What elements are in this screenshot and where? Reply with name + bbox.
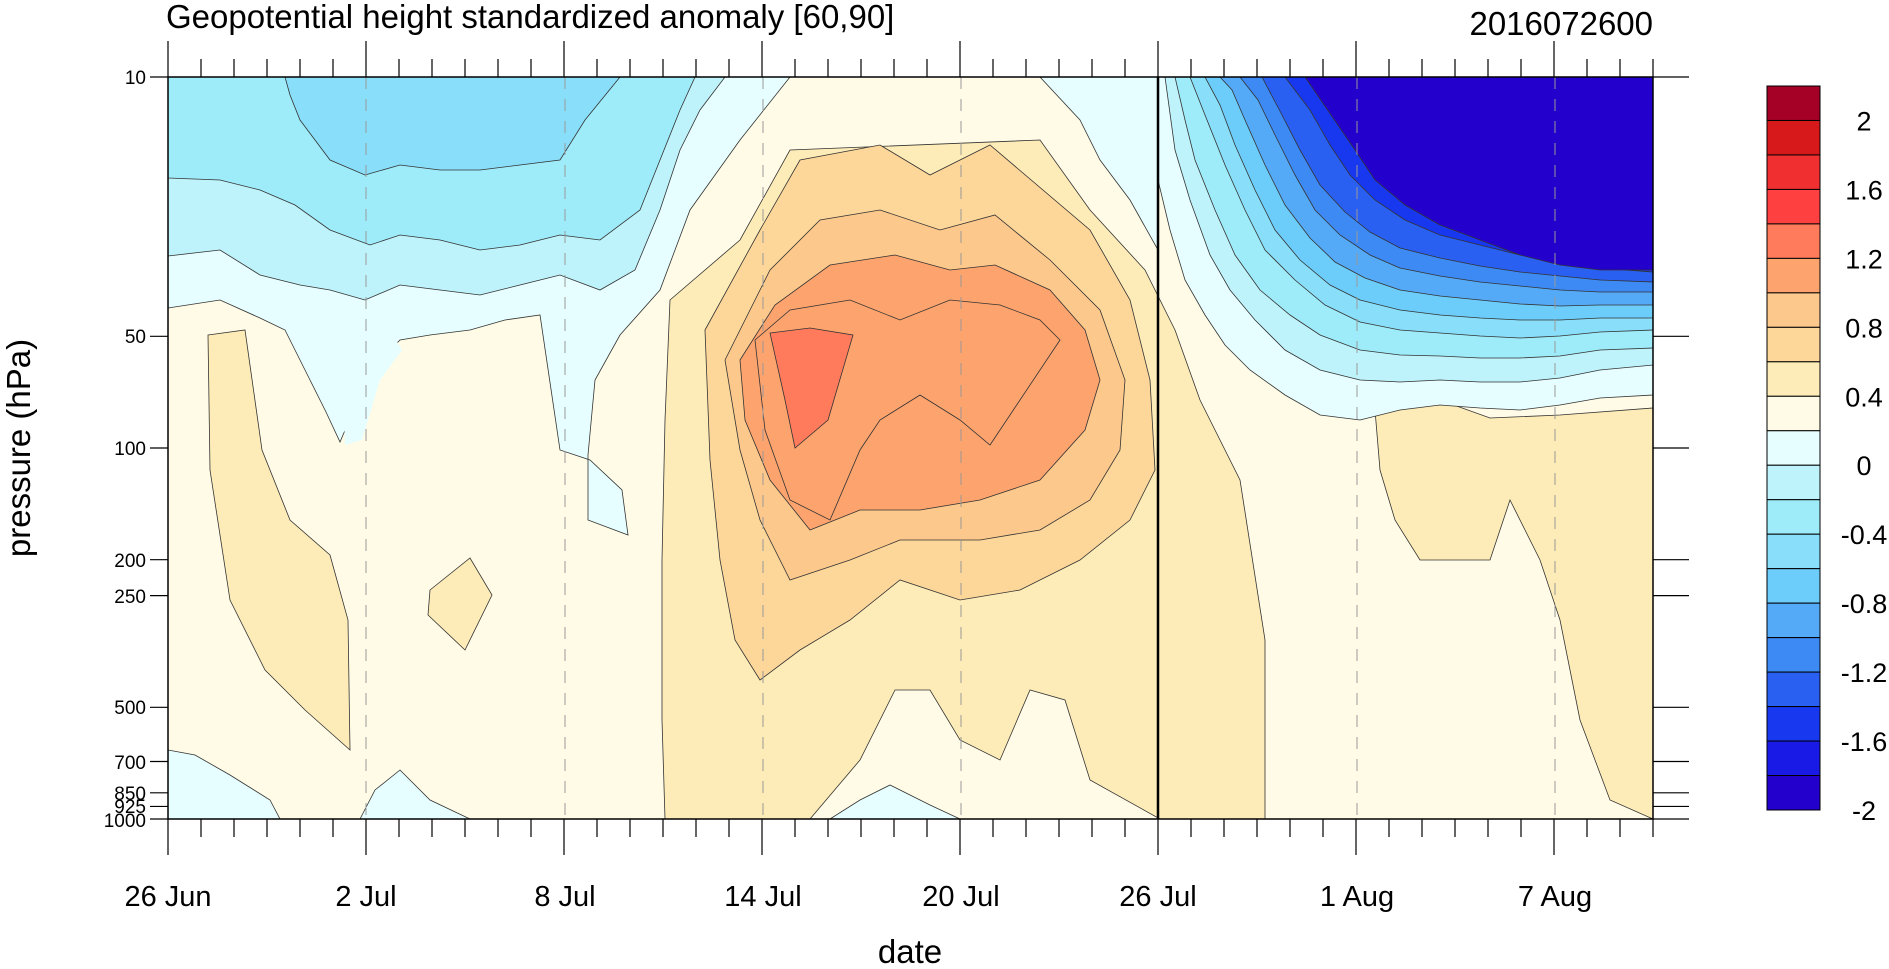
- x-axis-label: date: [878, 933, 942, 969]
- y-tick-100: 100: [114, 439, 146, 460]
- x-tick-2jul: 2 Jul: [335, 881, 396, 913]
- colorbar-label-7: -0.8: [1841, 589, 1888, 619]
- x-tick-20jul: 20 Jul: [922, 881, 999, 913]
- colorbar-segment-16: [1766, 637, 1821, 673]
- y-tick-200: 200: [114, 551, 146, 572]
- y-tick-labels: 10 50 100 200 250 500 700 850 925 1000: [104, 68, 146, 832]
- colorbar-segment-10: [1766, 430, 1821, 466]
- x-tick-marks: [167, 41, 1654, 855]
- y-tick-10: 10: [125, 68, 146, 89]
- x-tick-8jul: 8 Jul: [534, 881, 595, 913]
- colorbar-label-2: 1.2: [1845, 244, 1883, 274]
- colorbar-segment-7: [1766, 326, 1821, 363]
- colorbar-segment-5: [1766, 257, 1821, 294]
- y-tick-1000: 1000: [104, 811, 146, 832]
- colorbar-segment-12: [1766, 499, 1821, 535]
- region-pos-04-left: [207, 329, 351, 751]
- region-pos-16: [769, 327, 854, 449]
- colorbar-segment-9: [1766, 395, 1821, 432]
- colorbar-segment-19: [1766, 740, 1821, 777]
- colorbar-label-0: 2: [1856, 106, 1871, 136]
- colorbar-segment-18: [1766, 706, 1821, 742]
- region-neg-bottom-c: [829, 784, 961, 819]
- colorbar-label-9: -1.6: [1841, 727, 1888, 757]
- colorbar-segment-20: [1766, 775, 1821, 811]
- y-tick-700: 700: [114, 753, 146, 774]
- colorbar-segment-8: [1766, 361, 1821, 397]
- y-tick-850: 850: [114, 784, 146, 805]
- colorbar-segment-3: [1766, 188, 1821, 225]
- x-tick-14jul: 14 Jul: [724, 881, 801, 913]
- colorbar-segment-0: [1766, 85, 1821, 121]
- y-tick-925: 925: [114, 797, 146, 818]
- colorbar-label-6: -0.4: [1841, 520, 1888, 550]
- colorbar-label-3: 0.8: [1845, 313, 1883, 343]
- y-tick-marks: [150, 76, 1689, 820]
- timestamp-label: 2016072600: [1469, 5, 1653, 42]
- colorbar-segment-15: [1766, 602, 1821, 639]
- colorbar-label-4: 0.4: [1845, 382, 1883, 412]
- y-tick-250: 250: [114, 587, 146, 608]
- colorbar-segment-14: [1766, 568, 1821, 604]
- colorbar-segment-2: [1766, 154, 1821, 190]
- x-tick-7aug: 7 Aug: [1518, 881, 1592, 913]
- colorbar-label-1: 1.6: [1845, 175, 1883, 205]
- colorbar: [1766, 85, 1821, 811]
- chart-title: Geopotential height standardized anomaly…: [166, 0, 894, 35]
- region-neg-r-0: [1039, 77, 1159, 252]
- region-pos-04-right: [1374, 399, 1653, 819]
- region-neg-bottom-left: [168, 749, 281, 819]
- colorbar-segment-1: [1766, 119, 1821, 156]
- x-tick-labels: 26 Jun 2 Jul 8 Jul 14 Jul 20 Jul 26 Jul …: [124, 881, 1592, 913]
- x-tick-26jul: 26 Jul: [1119, 881, 1196, 913]
- y-tick-500: 500: [114, 698, 146, 719]
- region-neg-r-20: [1304, 77, 1653, 271]
- region-pos-04-small: [427, 557, 493, 651]
- x-tick-26jun: 26 Jun: [124, 881, 211, 913]
- colorbar-label-8: -1.2: [1841, 658, 1888, 688]
- y-tick-50: 50: [125, 327, 146, 348]
- contour-fill: [168, 77, 1653, 819]
- colorbar-segment-17: [1766, 671, 1821, 708]
- colorbar-segment-13: [1766, 533, 1821, 570]
- y-axis-label: pressure (hPa): [0, 339, 37, 557]
- colorbar-labels: 2 1.6 1.2 0.8 0.4 0 -0.4 -0.8 -1.2 -1.6 -2: [1841, 106, 1888, 826]
- colorbar-segment-11: [1766, 464, 1821, 501]
- region-neg-12: [284, 77, 621, 176]
- colorbar-segment-4: [1766, 223, 1821, 259]
- colorbar-label-10: -2: [1852, 796, 1876, 826]
- region-neg-0b: [340, 320, 402, 445]
- region-neg-bottom-mid: [359, 769, 471, 819]
- x-tick-1aug: 1 Aug: [1320, 881, 1394, 913]
- colorbar-label-5: 0: [1856, 451, 1871, 481]
- grid-lines: [365, 77, 1556, 819]
- colorbar-segment-6: [1766, 292, 1821, 328]
